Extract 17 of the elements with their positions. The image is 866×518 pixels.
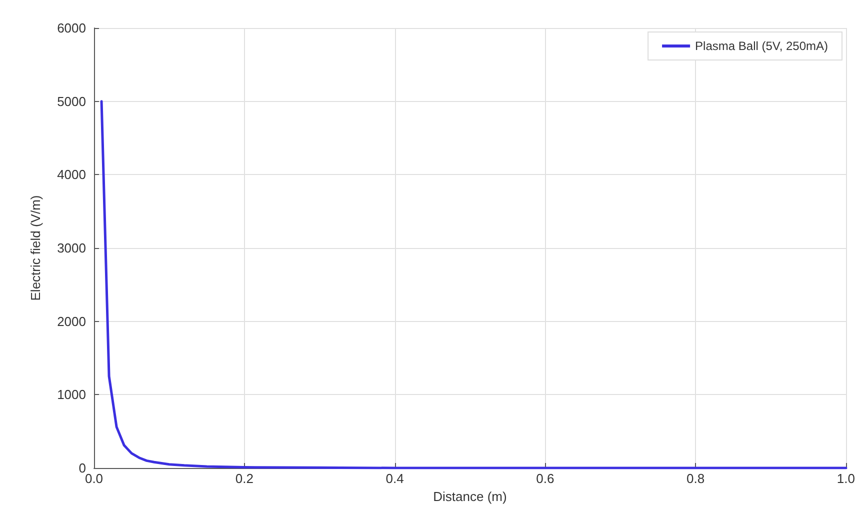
y-tick-label: 5000 [57,94,86,109]
y-tick-label: 1000 [57,387,86,402]
legend-label: Plasma Ball (5V, 250mA) [695,39,828,53]
y-tick-label: 2000 [57,314,86,329]
y-tick-label: 6000 [57,20,86,36]
x-tick-label: 0.2 [235,471,254,486]
x-tick-label: 0.8 [686,471,705,486]
x-tick-label: 0.6 [536,471,554,486]
y-tick-label: 3000 [57,240,86,256]
y-axis-title: Electric field (V/m) [28,195,43,301]
x-axis-title: Distance (m) [433,489,507,504]
line-series [100,100,848,470]
y-tick-label: 0 [78,460,86,476]
x-tick-label: 0.4 [386,471,404,486]
x-tick-label: 0.0 [84,471,104,486]
y-tick-label: 4000 [57,167,86,182]
x-tick-label: 1.0 [836,471,856,486]
